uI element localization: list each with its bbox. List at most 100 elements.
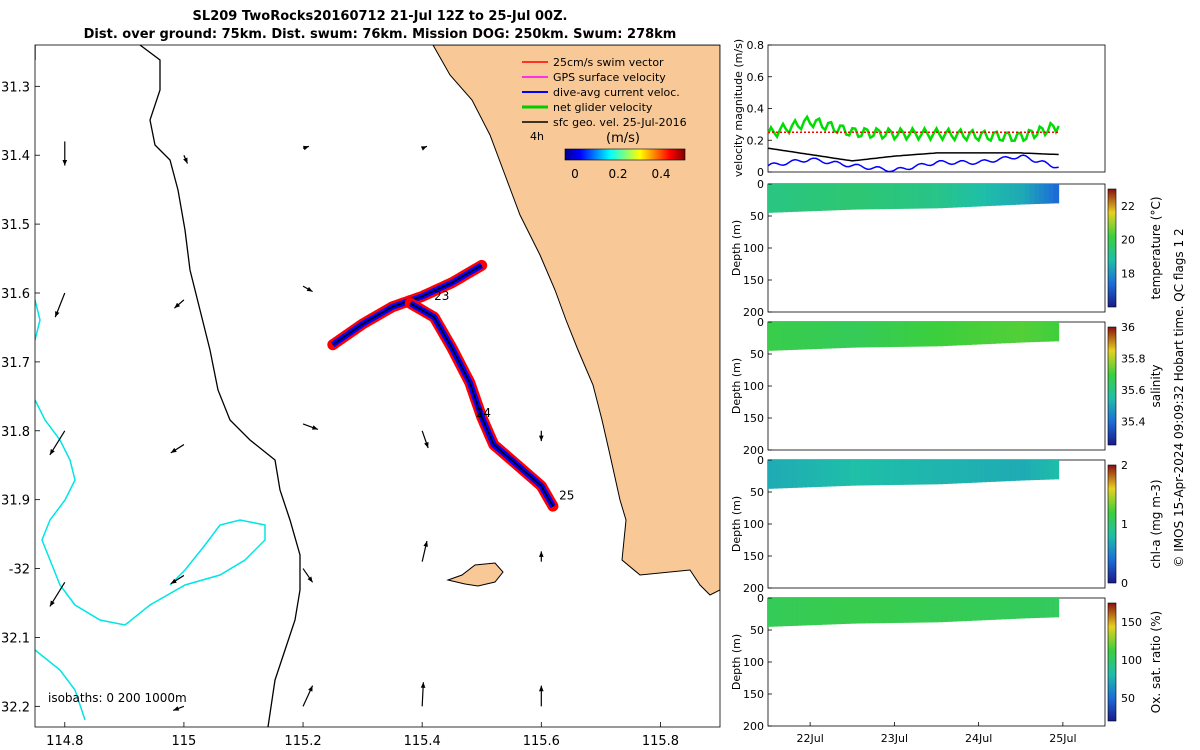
geo-velocity-arrow xyxy=(62,141,68,166)
colorbar-tick-label: 50 xyxy=(1121,692,1135,705)
section-data-column xyxy=(782,184,788,213)
section-data-column xyxy=(1000,322,1006,344)
section-data-column xyxy=(971,598,977,621)
section-ylabel: Depth (m) xyxy=(730,634,743,690)
section-data-column xyxy=(1053,460,1060,480)
section-data-column xyxy=(1005,460,1011,482)
section-data-column xyxy=(772,460,779,489)
section-data-column xyxy=(840,184,847,211)
section-data-column xyxy=(792,322,798,350)
legend-label-net: net glider velocity xyxy=(553,101,653,114)
velocity-series-line xyxy=(766,114,1060,143)
section-data-column xyxy=(797,184,803,212)
section-data-column xyxy=(961,598,968,622)
section-data-column xyxy=(937,322,943,347)
speed-tick-1: 0.2 xyxy=(608,167,627,181)
section-xtick-label: 25Jul xyxy=(1049,732,1076,745)
section-data-column xyxy=(879,460,885,486)
section-data-column xyxy=(826,460,832,487)
map-panel: 114.8 115 115.2 115.4 115.6 115.8 31.3 31.4 31.5… xyxy=(1,44,721,749)
section-xtick-label: 24Jul xyxy=(965,732,992,745)
section-data-column xyxy=(956,184,963,208)
section-ylabel: Depth (m) xyxy=(730,220,743,276)
colorbar-tick-label: 1 xyxy=(1121,518,1128,531)
section-data-column xyxy=(1019,184,1026,205)
section-data-column xyxy=(1039,184,1045,204)
map-frame xyxy=(34,44,721,728)
section-data-column xyxy=(889,322,895,348)
section-data-column xyxy=(864,598,871,624)
section-data-column xyxy=(985,184,992,207)
section-data-column xyxy=(806,598,813,626)
section-data-column xyxy=(1024,184,1031,205)
section-ytick-label: 0 xyxy=(757,592,764,605)
section-ytick-label: 150 xyxy=(743,412,764,425)
geo-velocity-arrow xyxy=(170,574,185,585)
section-data-column xyxy=(903,598,909,623)
speed-scale-annotation: 4h xyxy=(530,130,544,143)
section-data-column xyxy=(927,598,934,623)
section-data-column xyxy=(826,322,832,349)
section-data-column xyxy=(792,460,798,488)
section-data-column xyxy=(952,598,958,622)
section-data-column xyxy=(1048,598,1055,618)
map-ytick-label: 31.4 xyxy=(1,149,30,164)
section-data-column xyxy=(768,322,774,351)
section-data-column xyxy=(908,322,914,347)
legend-label-geo: sfc geo. vel. 25-Jul-2016 xyxy=(553,116,687,129)
section-ytick-label: 150 xyxy=(743,550,764,563)
section-data-column xyxy=(826,598,832,625)
map-ytick-label: 31.7 xyxy=(1,356,30,371)
section-data-column xyxy=(932,460,939,485)
velocity-ytick-label: 0.8 xyxy=(747,39,765,52)
section-data-column xyxy=(976,184,982,207)
section-data-column xyxy=(927,184,934,209)
section-data-column xyxy=(850,598,856,624)
map-ytick-label: 31.6 xyxy=(1,287,30,302)
section-data-column xyxy=(797,598,803,626)
geo-velocity-arrow xyxy=(49,582,66,607)
section-data-column xyxy=(952,322,958,346)
geo-velocity-arrow xyxy=(302,568,314,583)
section-data-column xyxy=(811,598,817,626)
section-data-column xyxy=(1024,460,1031,481)
map-legend: 25cm/s swim vector GPS surface velocity … xyxy=(522,56,687,129)
section-colorbar xyxy=(1107,326,1117,446)
section-data-column xyxy=(782,598,788,627)
section-data-column xyxy=(792,598,798,626)
section-data-column xyxy=(768,460,774,489)
section-data-column xyxy=(927,460,934,485)
section-data-column xyxy=(860,322,866,348)
section-data-column xyxy=(884,322,890,348)
title-line-2: Dist. over ground: 75km. Dist. swum: 76k… xyxy=(83,27,677,42)
colorbar-label: chl-a (mg m-3) xyxy=(1149,479,1163,568)
section-data-column xyxy=(821,460,827,487)
geo-velocity-arrow xyxy=(173,299,185,309)
speed-colorbar: 4h (m/s) 0 0.2 0.4 xyxy=(530,130,686,181)
section-data-column xyxy=(879,184,885,210)
section-data-column xyxy=(966,184,972,207)
section-ytick-label: 0 xyxy=(757,316,764,329)
section-data-column xyxy=(908,460,914,485)
colorbar-tick-label: 100 xyxy=(1121,654,1142,667)
section-data-column xyxy=(932,598,939,623)
section-ytick-label: 150 xyxy=(743,274,764,287)
section-data-column xyxy=(1019,322,1026,343)
section-data-column xyxy=(816,322,822,349)
isobath-0m xyxy=(35,299,266,721)
section-data-column xyxy=(835,460,842,487)
section-data-column xyxy=(811,322,817,350)
section-data-column xyxy=(801,184,808,212)
section-data-column xyxy=(845,322,851,348)
section-ylabel: Depth (m) xyxy=(730,496,743,552)
section-data-column xyxy=(990,322,997,344)
section-data-column xyxy=(947,460,953,484)
section-ytick-label: 100 xyxy=(743,380,764,393)
track-day-labels: 23 24 25 xyxy=(434,289,574,503)
map-ytick-label: 31.9 xyxy=(1,494,30,509)
section-data-column xyxy=(874,460,880,486)
section-data-column xyxy=(937,460,943,485)
section-data-column xyxy=(1005,598,1011,620)
section-data-column xyxy=(976,598,982,621)
